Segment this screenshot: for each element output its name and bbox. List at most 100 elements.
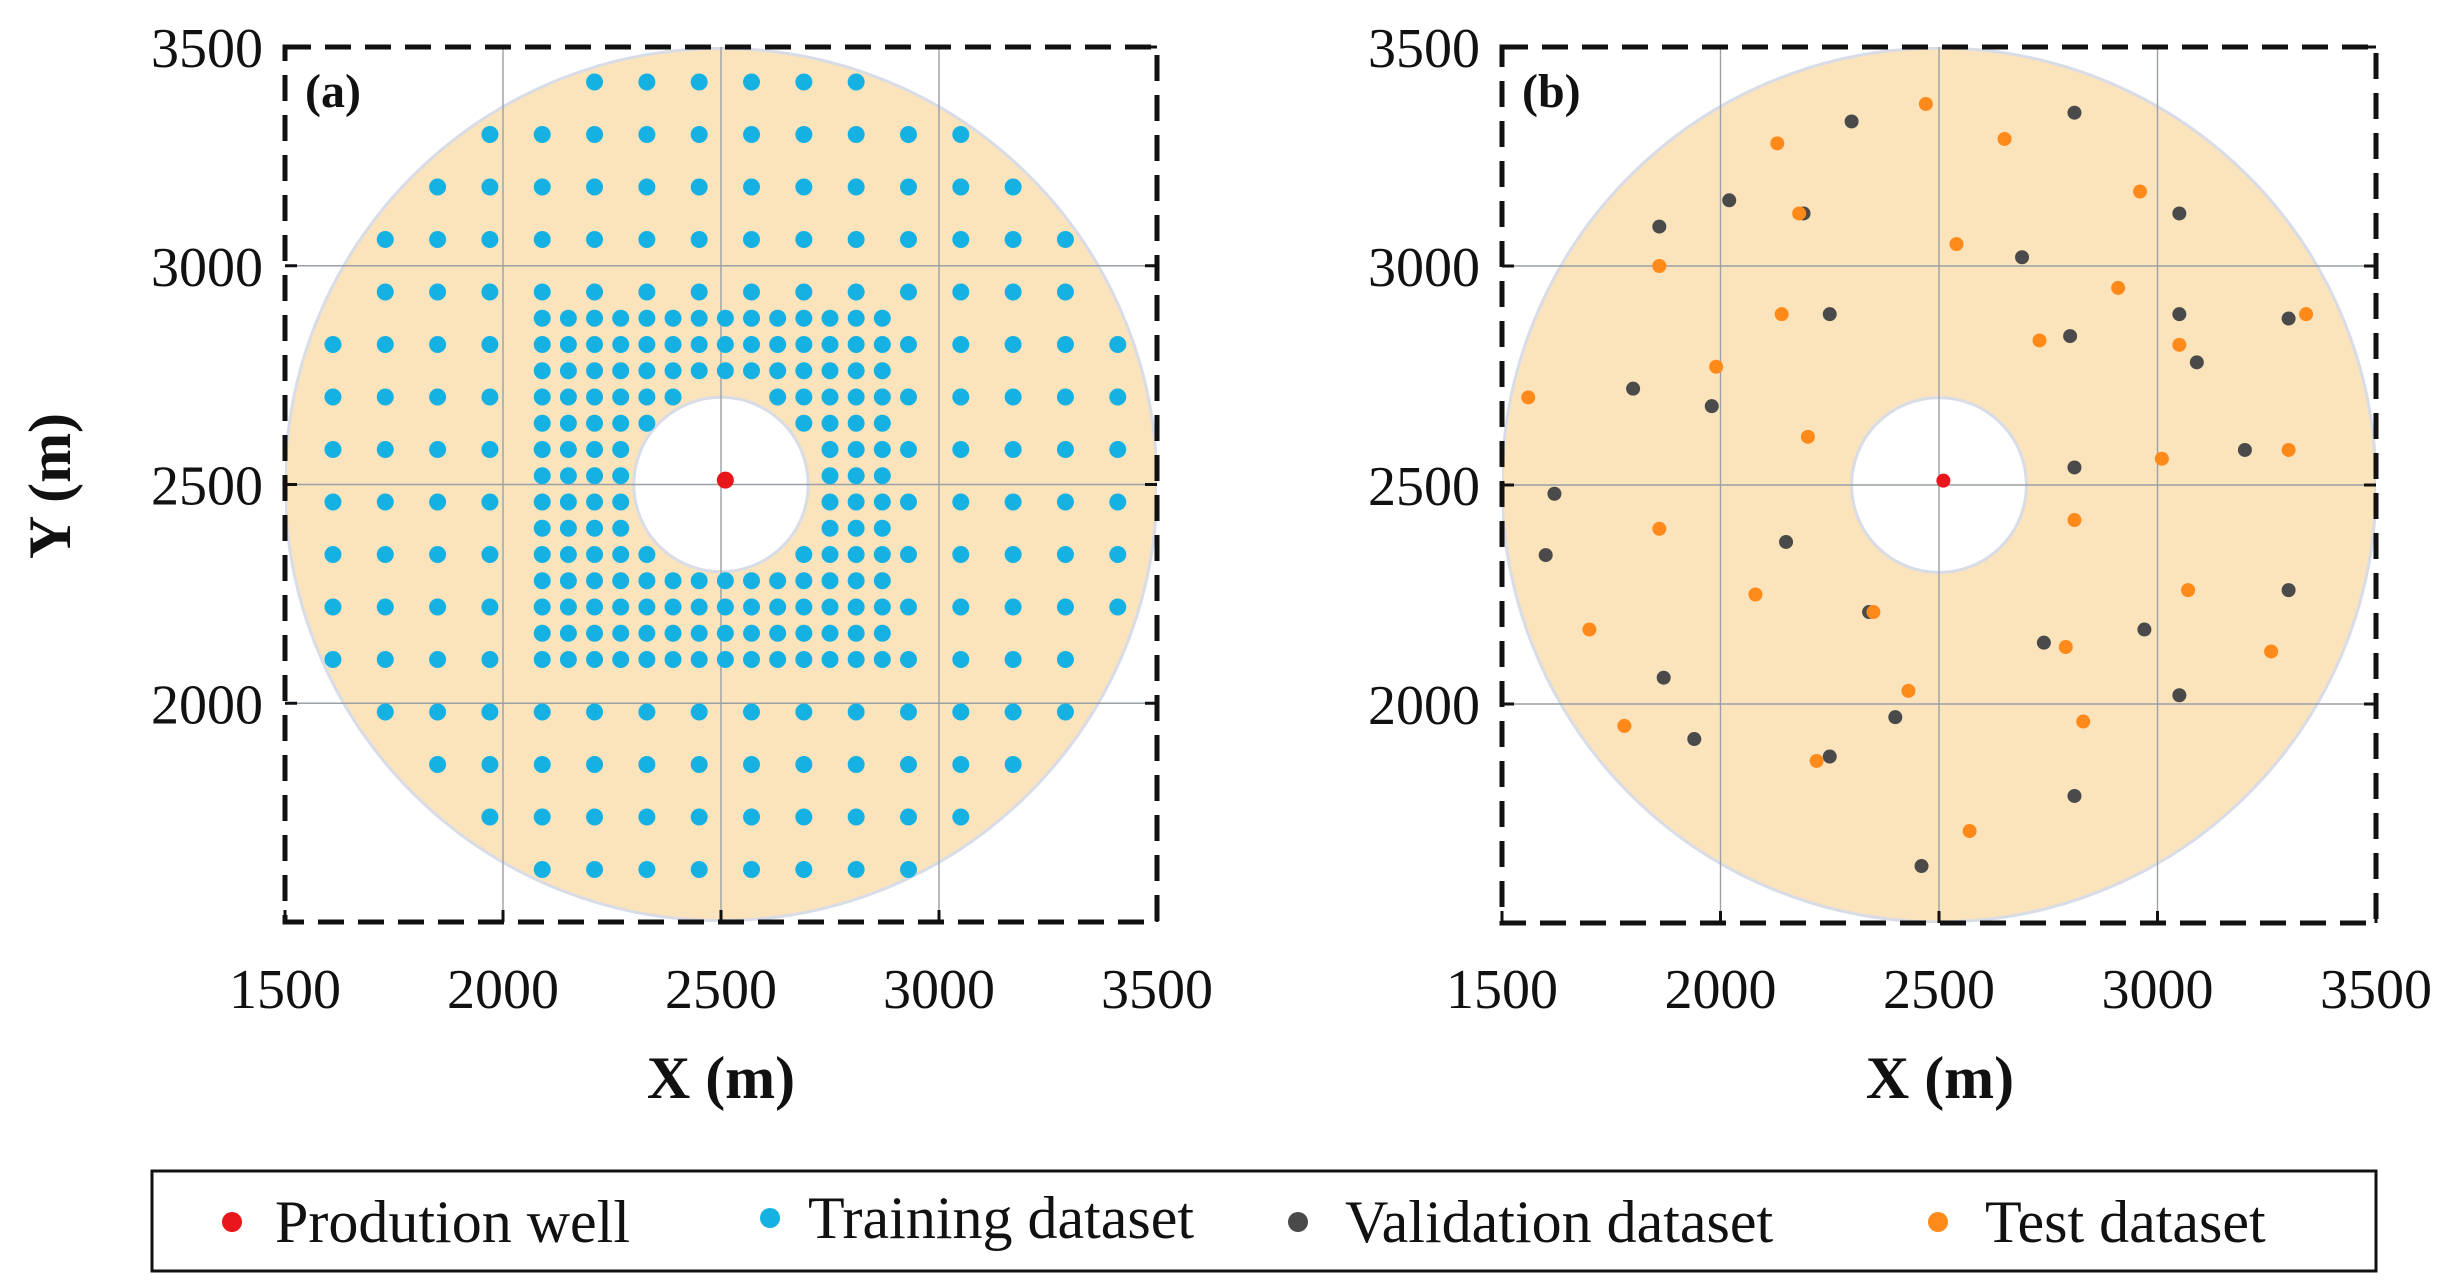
training-point (533, 467, 551, 485)
training-point (664, 651, 682, 668)
training-point (586, 309, 604, 327)
training-point (586, 572, 604, 590)
training-point (795, 336, 813, 353)
validation-point (1626, 381, 1641, 396)
training-point (899, 703, 917, 721)
training-point (324, 336, 342, 353)
training-point (847, 441, 865, 458)
training-point (847, 519, 865, 537)
training-point (1004, 336, 1022, 353)
training-point (716, 336, 734, 353)
training-point (586, 362, 604, 380)
training-point (638, 598, 656, 616)
training-point (638, 126, 656, 143)
training-point (743, 651, 761, 668)
training-point (847, 651, 865, 668)
y-tick-label: 2000 (1368, 675, 1480, 737)
training-point (690, 861, 708, 878)
training-point (586, 546, 604, 563)
legend-marker-training (760, 1208, 780, 1228)
training-point (899, 651, 917, 668)
training-point (638, 703, 656, 721)
training-point (743, 283, 761, 301)
training-point (429, 703, 447, 721)
training-point (559, 467, 577, 485)
training-point (586, 283, 604, 301)
training-point (586, 519, 604, 537)
training-point (638, 861, 656, 878)
test-point (1918, 96, 1933, 111)
training-point (1004, 441, 1022, 458)
test-point (2032, 333, 2047, 348)
training-point (664, 336, 682, 353)
training-point (481, 441, 499, 458)
training-point (481, 651, 499, 668)
training-point (1004, 493, 1022, 511)
training-point (821, 441, 839, 458)
training-point (533, 756, 551, 773)
training-point (795, 309, 813, 327)
training-point (429, 178, 447, 196)
training-point (612, 519, 630, 537)
training-point (533, 493, 551, 511)
training-point (743, 624, 761, 642)
training-point (795, 651, 813, 668)
training-point (324, 441, 342, 458)
validation-point (2015, 250, 2030, 265)
training-point (1004, 178, 1022, 196)
training-point (559, 336, 577, 353)
training-point (821, 651, 839, 668)
training-point (821, 519, 839, 537)
training-point (795, 546, 813, 563)
validation-point (2067, 105, 2082, 120)
test-point (1582, 622, 1597, 637)
training-point (638, 756, 656, 773)
test-point (2067, 513, 2082, 528)
training-point (559, 546, 577, 563)
x-tick-label: 3000 (883, 959, 995, 1021)
training-point (716, 309, 734, 327)
training-point (847, 283, 865, 301)
training-point (899, 441, 917, 458)
training-point (638, 231, 656, 248)
validation-point (1779, 534, 1794, 549)
training-point (533, 546, 551, 563)
legend-label-validation: Validation dataset (1345, 1189, 1774, 1255)
scatter-points (1521, 96, 2314, 874)
training-point (324, 651, 342, 668)
training-point (743, 126, 761, 143)
training-point (533, 572, 551, 590)
training-point (847, 467, 865, 485)
training-point (481, 388, 499, 406)
test-point (2299, 307, 2314, 322)
training-point (952, 493, 970, 511)
test-point (1949, 237, 1964, 252)
training-point (873, 546, 891, 563)
scatter-points (324, 73, 1127, 878)
training-point (899, 178, 917, 196)
well-point (716, 471, 734, 489)
training-point (847, 756, 865, 773)
y-axis-label: Y (m) (17, 413, 83, 559)
training-point (586, 756, 604, 773)
training-point (743, 703, 761, 721)
training-point (429, 756, 447, 773)
training-point (690, 598, 708, 616)
training-point (795, 73, 813, 91)
training-point (559, 362, 577, 380)
training-point (769, 309, 787, 327)
training-point (1109, 336, 1127, 353)
training-point (743, 598, 761, 616)
test-point (1997, 131, 2012, 146)
training-point (873, 362, 891, 380)
panel-b: 1500 2000 2500 3000 3500 2000 2500 3000 3500 (b)… (1368, 18, 2432, 1111)
validation-point (1888, 710, 1903, 725)
training-point (847, 808, 865, 826)
training-point (821, 572, 839, 590)
validation-point (2067, 788, 2082, 803)
training-point (429, 388, 447, 406)
training-point (769, 624, 787, 642)
training-point (533, 598, 551, 616)
training-point (690, 178, 708, 196)
training-point (1109, 546, 1127, 563)
